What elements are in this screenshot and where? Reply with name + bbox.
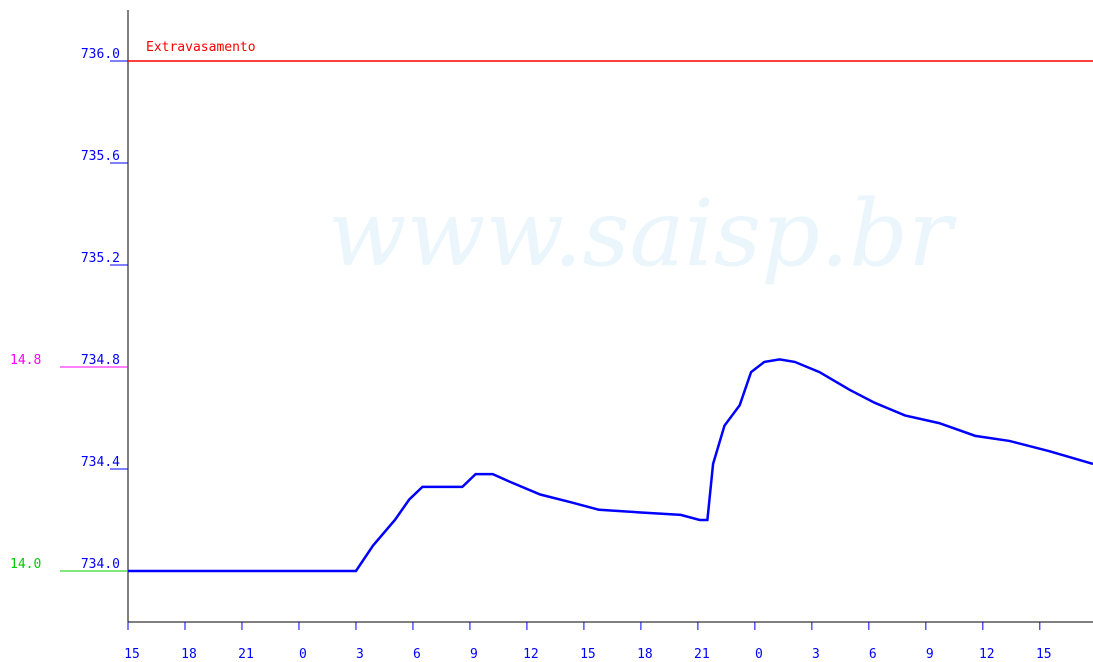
threshold-label: Extravasamento — [146, 40, 256, 55]
x-tick-label: 6 — [413, 647, 421, 662]
x-tick-label: 21 — [694, 647, 710, 662]
data-line — [128, 358, 1093, 573]
x-tick-label: 6 — [869, 647, 877, 662]
x-tick-label: 3 — [812, 647, 820, 662]
y-tick-label: 734.8 — [81, 353, 120, 368]
x-tick-label: 21 — [238, 647, 254, 662]
x-tick-label: 0 — [755, 647, 763, 662]
x-tick-label: 12 — [979, 647, 995, 662]
x-tick-label: 15 — [580, 647, 596, 662]
x-tick-label: 12 — [523, 647, 539, 662]
y-tick-label: 734.0 — [81, 557, 120, 572]
x-tick-label: 9 — [470, 647, 478, 662]
y-tick-label: 735.6 — [81, 149, 120, 164]
y-tick-label: 736.0 — [81, 47, 120, 62]
watermark: www.saisp.br — [328, 180, 957, 287]
x-tick-label: 15 — [124, 647, 140, 662]
x-tick-label: 0 — [299, 647, 307, 662]
secondary-tick-label: 14.8 — [10, 353, 41, 368]
x-tick-label: 18 — [181, 647, 197, 662]
y-tick-label: 735.2 — [81, 251, 120, 266]
y-tick-label: 734.4 — [81, 455, 120, 470]
x-tick-label: 3 — [356, 647, 364, 662]
x-tick-label: 15 — [1036, 647, 1052, 662]
secondary-tick-label: 14.0 — [10, 557, 41, 572]
x-tick-label: 18 — [637, 647, 653, 662]
x-tick-label: 9 — [926, 647, 934, 662]
